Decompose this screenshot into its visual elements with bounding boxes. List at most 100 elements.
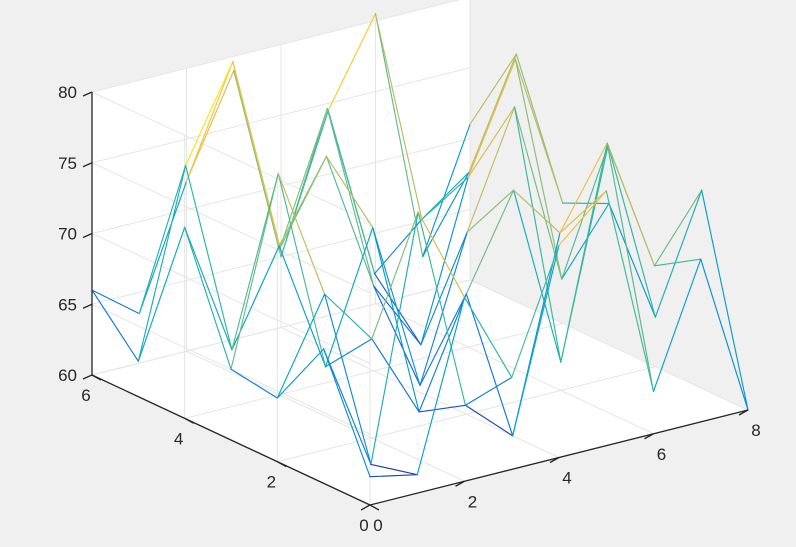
mesh-segment [654,189,703,318]
mesh-segment [185,69,235,183]
mesh-segment [418,293,467,413]
mesh-segment [326,108,375,287]
mesh-segment [324,338,373,368]
z-tick-label: 75 [58,154,77,173]
mesh-segment [277,172,327,368]
mesh-segment [514,58,563,280]
y-tick-label: 0 [359,516,368,535]
mesh-segment [91,289,139,362]
mesh-segment [653,189,703,267]
mesh-segment [513,106,562,363]
mesh-segment [464,404,514,437]
grid-floor-y [277,366,656,463]
mesh-segment [325,155,374,229]
mesh-segment [372,226,420,413]
mesh-segment [513,189,562,363]
y-tick [184,417,194,424]
mesh-segment [324,226,374,368]
y-tick [277,461,287,468]
y-tick [369,504,380,511]
mesh-segment [511,244,560,378]
mesh-segment [327,13,377,112]
mesh-segment [560,142,608,363]
mesh-segment [466,189,515,233]
mesh-segment [561,144,609,280]
mesh-segment [417,211,466,406]
mesh-segment [422,171,470,258]
mesh-segment [466,106,516,233]
mesh-segment [701,189,749,411]
mesh-segment [323,348,371,478]
mesh-segment [469,53,517,125]
mesh-segment [370,463,418,476]
y-tick [91,374,102,381]
z-tick [82,232,93,239]
grid-wall-left-z [91,233,371,364]
mesh-segment [278,155,327,247]
y-tick-label: 4 [174,429,183,448]
mesh-segment [369,474,418,478]
mesh-segment [184,226,232,370]
grid-floor-x [186,350,465,482]
mesh-segment [324,293,372,465]
z-tick-label: 80 [58,83,77,102]
mesh-segment [230,368,278,399]
mesh-segment [513,189,561,234]
mesh-segment [370,211,419,465]
mesh-segment [419,231,468,386]
mesh-segment [467,106,516,178]
mesh-segment [465,189,515,295]
y-tick-label: 6 [81,386,90,405]
z-tick-label: 65 [58,295,77,314]
y-axis-line [91,374,371,506]
z-tick-label: 70 [58,225,77,244]
mesh-segment [606,142,655,267]
x-tick [738,409,749,416]
mesh-segment [276,348,325,399]
mesh-segment [559,142,608,234]
mesh-segment [137,164,187,362]
mesh-segment [185,61,234,183]
mesh-segment [138,180,188,315]
x-tick-label: 4 [562,469,571,488]
mesh-segment [561,202,610,280]
mesh-segment [417,211,466,298]
mesh-segment [276,293,326,399]
x-tick-label: 0 [373,516,382,535]
mesh-segment [464,376,513,406]
mesh-segment [653,258,702,267]
mesh-segment [418,404,466,413]
mesh-segment [559,190,607,234]
axis-ticks [82,91,749,511]
mesh-segment [277,172,326,295]
mesh-segment [374,13,424,258]
x-tick-label: 2 [468,492,477,511]
mesh-segment [374,13,423,220]
mesh-segment [605,190,655,392]
mesh-segment [373,285,421,386]
mesh-segment [416,296,466,476]
mesh-segment [184,226,233,351]
z-tick [82,91,93,97]
mesh-segment [514,58,564,204]
mesh-segment [91,289,140,315]
mesh-segment [232,61,280,247]
mesh-segment [278,245,327,368]
mesh-segment [421,176,469,220]
x-tick-label: 6 [657,445,666,464]
mesh-wireframe [91,13,749,478]
x-tick-label: 8 [751,421,760,440]
mesh-segment [371,338,420,413]
mesh-segment [467,58,516,178]
grid-wall-left-z [91,91,371,223]
mesh-segment [185,61,234,167]
x-tick [549,456,560,464]
mesh-segment [325,155,375,287]
mesh-segment [652,258,702,392]
mesh-segment [607,144,656,318]
mesh-segment [373,285,422,346]
x-tick [455,480,465,487]
mesh-segment [608,202,656,318]
